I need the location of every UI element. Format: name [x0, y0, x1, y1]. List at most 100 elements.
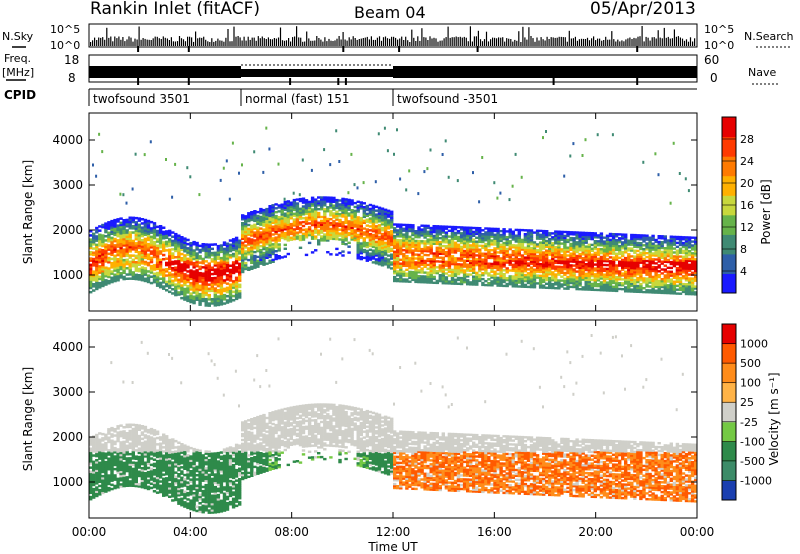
range-gate-cell: [630, 235, 634, 239]
range-gate-cell: [222, 281, 227, 284]
range-gate-cell: [368, 213, 373, 216]
range-gate-cell: [110, 247, 114, 250]
range-gate-cell: [110, 272, 114, 275]
range-gate-cell: [423, 277, 427, 280]
range-gate-cell: [402, 254, 406, 258]
range-gate-cell: [429, 232, 433, 236]
range-gate-cell: [292, 208, 297, 212]
range-gate-cell: [554, 234, 558, 237]
count-bar: [469, 26, 471, 46]
range-gate-cell: [611, 242, 616, 246]
range-gate-cell: [335, 232, 339, 235]
range-gate-cell: [286, 223, 290, 226]
range-gate-cell: [551, 247, 555, 251]
count-bar: [399, 38, 401, 46]
range-gate-cell: [332, 226, 336, 229]
range-gate-cell: [396, 233, 400, 236]
range-gate-cell: [478, 238, 482, 242]
range-gate-cell: [605, 289, 610, 292]
range-gate-cell: [383, 222, 388, 225]
range-gate-cell: [411, 249, 415, 252]
range-gate-cell: [165, 240, 169, 244]
range-gate-cell: [490, 270, 494, 273]
range-gate-cell: [648, 265, 652, 269]
range-gate-cell: [386, 260, 391, 263]
range-gate-cell: [575, 262, 579, 265]
range-gate-cell: [426, 167, 429, 171]
range-gate-cell: [447, 225, 452, 229]
range-gate-cell: [210, 266, 214, 269]
range-gate-cell: [377, 245, 382, 248]
range-gate-cell: [611, 262, 616, 265]
range-gate-cell: [362, 207, 366, 211]
range-gate-cell: [590, 253, 594, 256]
range-gate-cell: [505, 282, 509, 286]
range-gate-cell: [450, 239, 455, 242]
range-gate-cell: [599, 263, 604, 266]
range-gate-cell: [447, 254, 452, 258]
range-gate-cell: [250, 257, 254, 261]
range-gate-cell: [180, 278, 184, 281]
range-gate-cell: [365, 257, 369, 260]
range-gate-cell: [450, 235, 455, 238]
range-gate-cell: [611, 272, 616, 275]
range-gate-cell: [359, 222, 363, 226]
range-gate-cell: [462, 263, 467, 266]
range-gate-cell: [472, 267, 476, 271]
range-gate-cell: [545, 272, 549, 276]
range-gate-cell: [253, 243, 257, 246]
range-gate-cell: [122, 271, 126, 274]
range-gate-cell: [496, 262, 500, 266]
range-gate-cell: [575, 235, 579, 238]
range-gate-cell: [642, 259, 646, 263]
range-gate-cell: [131, 218, 135, 222]
range-gate-cell: [271, 258, 275, 262]
count-bar: [397, 39, 399, 46]
range-gate-cell: [168, 242, 172, 245]
range-gate-cell: [238, 292, 242, 295]
range-gate-cell: [365, 236, 369, 239]
range-gate-cell: [645, 289, 649, 292]
range-gate-cell: [140, 266, 145, 269]
range-gate-cell: [365, 232, 369, 235]
range-gate-cell: [356, 249, 360, 252]
range-gate-cell: [125, 225, 129, 228]
range-gate-cell: [402, 280, 406, 283]
range-gate-cell: [535, 235, 540, 238]
range-gate-cell: [195, 283, 199, 287]
range-gate-cell: [128, 231, 132, 234]
count-bar: [530, 36, 532, 46]
range-gate-cell: [310, 251, 315, 254]
range-gate-cell: [271, 206, 275, 209]
range-gate-cell: [599, 250, 604, 253]
range-gate-cell: [256, 238, 260, 241]
range-gate-cell: [228, 300, 233, 303]
range-gate-cell: [511, 265, 515, 268]
range-gate-cell: [447, 247, 452, 250]
range-gate-cell: [636, 255, 640, 258]
range-gate-cell: [295, 227, 300, 230]
range-gate-cell: [411, 255, 415, 258]
range-gate-cell: [113, 239, 117, 243]
range-gate-cell: [201, 287, 205, 290]
range-gate-cell: [344, 221, 348, 224]
range-gate-cell: [183, 298, 187, 301]
range-gate-cell: [125, 241, 129, 245]
count-bar: [498, 37, 500, 46]
range-gate-cell: [359, 205, 363, 208]
range-gate-cell: [289, 207, 293, 210]
range-gate-cell: [478, 236, 482, 240]
range-gate-cell: [554, 283, 558, 286]
range-gate-cell: [183, 256, 187, 259]
range-gate-cell: [545, 239, 549, 243]
range-gate-cell: [298, 246, 303, 249]
range-gate-cell: [259, 250, 263, 254]
range-gate-cell: [551, 275, 555, 278]
range-gate-cell: [420, 271, 424, 274]
range-gate-cell: [386, 244, 391, 248]
range-gate-cell: [320, 204, 324, 207]
range-gate-cell: [253, 213, 257, 217]
range-gate-cell: [122, 227, 126, 230]
range-gate-cell: [335, 226, 339, 229]
range-gate-cell: [578, 245, 582, 248]
